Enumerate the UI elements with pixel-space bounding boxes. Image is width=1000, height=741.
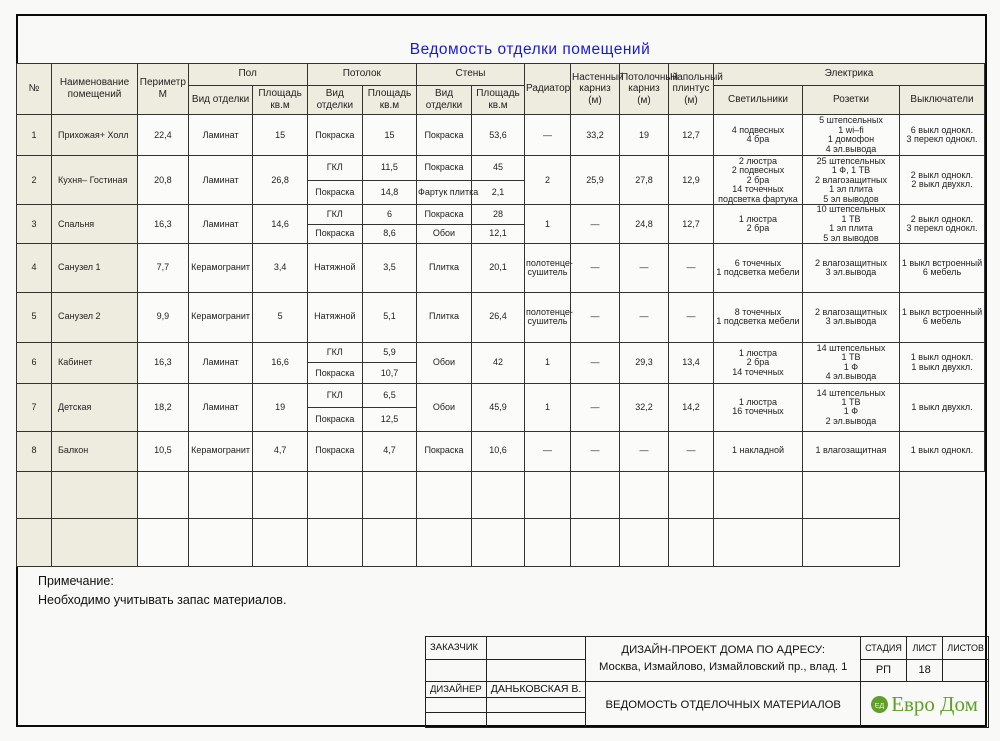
svg-text:ЕД: ЕД <box>875 703 885 710</box>
